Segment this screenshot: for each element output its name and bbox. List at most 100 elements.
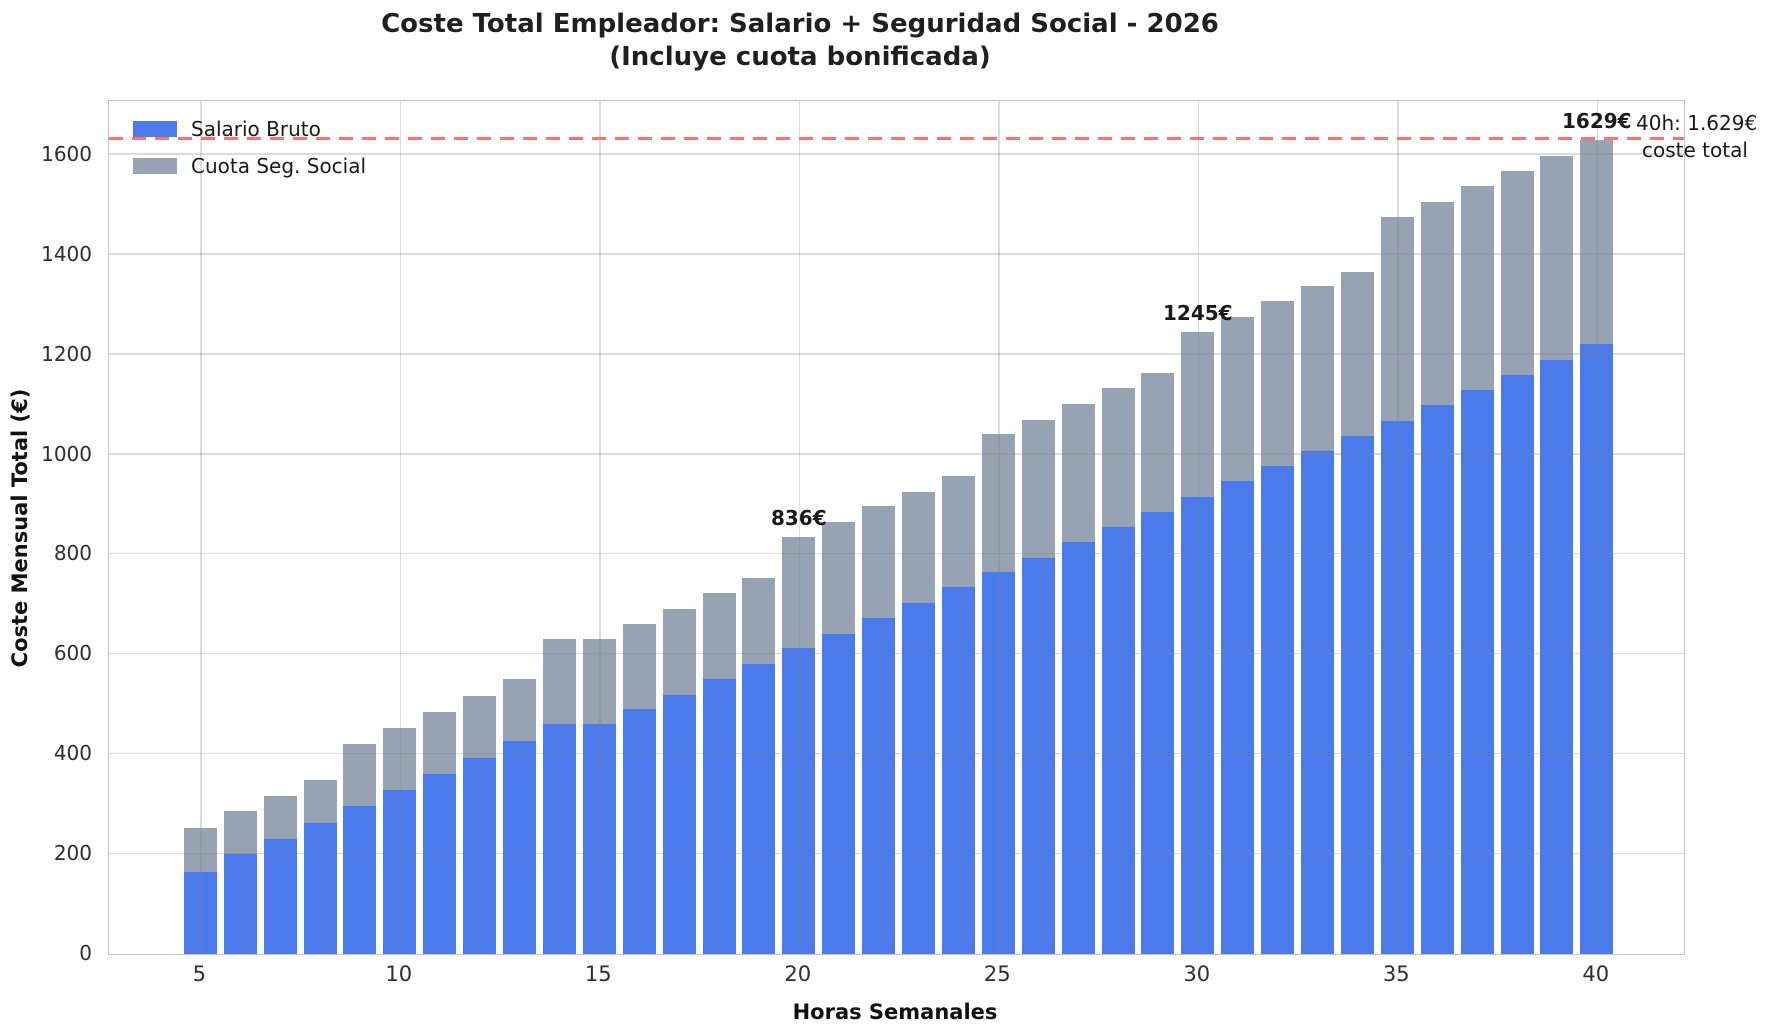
bar-segment-cuota [1420, 201, 1454, 406]
plot-area: Salario Bruto Cuota Seg. Social 836€ 1245… [108, 100, 1685, 955]
bar-segment-salario [1580, 343, 1614, 954]
legend-label-cuota: Cuota Seg. Social [191, 154, 367, 178]
y-axis-label: Coste Mensual Total (€) [8, 388, 32, 668]
legend-swatch-salario [133, 121, 177, 137]
bar-segment-cuota [1061, 404, 1095, 543]
bar-segment-cuota [1221, 316, 1255, 482]
x-tick-label: 30 [1183, 962, 1211, 986]
legend: Salario Bruto Cuota Seg. Social [133, 117, 366, 191]
reference-line-note: 40h: 1.629€ coste total [1636, 110, 1757, 164]
bar-segment-salario [582, 724, 616, 954]
bar-value-annotation: 1629€ [1562, 109, 1632, 134]
bar-segment-cuota [183, 828, 217, 872]
bar-segment-salario [503, 741, 536, 954]
x-tick-label: 20 [784, 962, 812, 986]
bar-segment-salario [822, 633, 856, 954]
bar-segment-cuota [383, 728, 417, 791]
gridline-horizontal [109, 852, 1684, 855]
bar-segment-cuota [343, 743, 377, 806]
bar-segment-cuota [1580, 140, 1614, 344]
y-tick-label: 200 [53, 841, 92, 866]
y-tick-label: 1400 [41, 241, 92, 266]
bar-segment-salario [981, 572, 1015, 954]
chart-title-line1: Coste Total Empleador: Salario + Segurid… [381, 9, 1219, 39]
bar-value-annotation: 1245€ [1163, 301, 1233, 326]
bar-segment-cuota [742, 578, 776, 664]
x-tick-label: 40 [1582, 962, 1610, 986]
reference-dashed-line [109, 137, 1684, 141]
bar-segment-cuota [941, 475, 975, 588]
bar-segment-cuota [1301, 286, 1334, 451]
bar-segment-cuota [981, 434, 1015, 573]
bar-segment-cuota [1021, 420, 1055, 559]
gridline-vertical [798, 101, 801, 954]
legend-item-salario: Salario Bruto [133, 117, 366, 141]
x-axis-label: Horas Semanales [792, 1000, 998, 1024]
gridline-vertical [1197, 101, 1200, 954]
bar-segment-salario [1181, 496, 1215, 954]
bar-segment-cuota [503, 679, 536, 742]
bar-segment-salario [1460, 389, 1494, 954]
bar-segment-salario [1500, 374, 1534, 954]
gridline-horizontal [109, 153, 1684, 155]
x-tick-label: 25 [983, 962, 1011, 986]
legend-swatch-cuota [133, 158, 177, 174]
bar-segment-salario [1380, 420, 1414, 954]
y-tick-label: 600 [53, 641, 92, 666]
bar-segment-cuota [1261, 301, 1295, 466]
bar-segment-cuota [822, 522, 856, 634]
x-tick-label: 35 [1382, 962, 1410, 986]
bar-segment-salario [1021, 558, 1055, 954]
bar-segment-cuota [463, 695, 497, 758]
x-tick-label: 15 [584, 962, 612, 986]
bar-segment-cuota [303, 779, 337, 824]
bar-segment-salario [702, 678, 736, 954]
bar-segment-salario [742, 663, 776, 954]
gridline-horizontal [109, 353, 1684, 355]
bar-segment-salario [183, 871, 217, 954]
gridline-vertical [200, 101, 202, 954]
bar-segment-cuota [223, 810, 257, 855]
bar-segment-cuota [782, 536, 816, 649]
x-tick-label: 10 [385, 962, 413, 986]
bar-segment-salario [1221, 481, 1255, 954]
gridline-horizontal [109, 652, 1684, 655]
bar-segment-cuota [423, 711, 457, 774]
y-tick-label: 400 [53, 741, 92, 766]
bar-segment-cuota [862, 506, 896, 618]
bar-segment-cuota [662, 609, 696, 695]
bar-segment-cuota [1340, 271, 1374, 437]
reference-note-line1: 40h: 1.629€ [1636, 111, 1758, 135]
bar-segment-cuota [1540, 156, 1574, 360]
chart-title-line2: (Incluye cuota bonificada) [609, 42, 991, 72]
bar-segment-salario [303, 823, 337, 954]
bar-segment-salario [1340, 436, 1374, 954]
gridline-horizontal [109, 253, 1684, 255]
bar-segment-cuota [1500, 171, 1534, 375]
bar-segment-salario [941, 587, 975, 954]
bar-segment-cuota [582, 638, 616, 725]
bar-segment-cuota [1101, 388, 1135, 527]
gridline-horizontal [109, 453, 1684, 455]
bar-segment-cuota [702, 593, 736, 679]
bar-segment-cuota [1380, 217, 1414, 421]
bar-segment-cuota [622, 623, 656, 710]
y-tick-label: 0 [79, 941, 92, 965]
y-tick-label: 1000 [41, 441, 92, 466]
gridline-horizontal [109, 552, 1684, 555]
bar-segment-salario [1261, 465, 1295, 954]
bar-segment-salario [1061, 542, 1095, 954]
bar-segment-salario [1101, 526, 1135, 954]
bar-segment-salario [622, 709, 656, 954]
chart-title: Coste Total Empleador: Salario + Segurid… [381, 8, 1219, 74]
bar-segment-salario [263, 839, 297, 954]
bar-segment-cuota [1460, 186, 1494, 390]
x-tick-label: 5 [192, 962, 206, 986]
bar-segment-salario [383, 790, 417, 954]
gridline-vertical [399, 101, 402, 954]
gridline-horizontal [109, 752, 1684, 755]
bar-value-annotation: 836€ [770, 505, 827, 530]
bar-segment-cuota [902, 491, 935, 604]
bar-segment-cuota [542, 638, 576, 725]
